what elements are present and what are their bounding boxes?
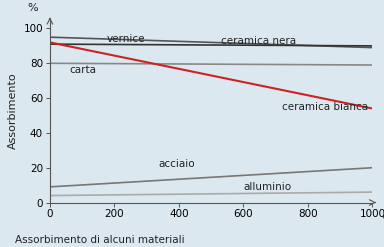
Text: alluminio: alluminio [243, 182, 291, 192]
Text: vernice: vernice [106, 34, 145, 44]
Text: carta: carta [69, 65, 96, 75]
Text: ceramica bianca: ceramica bianca [282, 102, 368, 112]
Y-axis label: Assorbimento: Assorbimento [8, 73, 18, 149]
X-axis label: °C: °C [382, 215, 384, 225]
Text: ceramica nera: ceramica nera [221, 36, 296, 46]
Text: acciaio: acciaio [158, 159, 195, 169]
Text: %: % [27, 3, 38, 13]
Text: Assorbimento di alcuni materiali: Assorbimento di alcuni materiali [15, 235, 185, 245]
